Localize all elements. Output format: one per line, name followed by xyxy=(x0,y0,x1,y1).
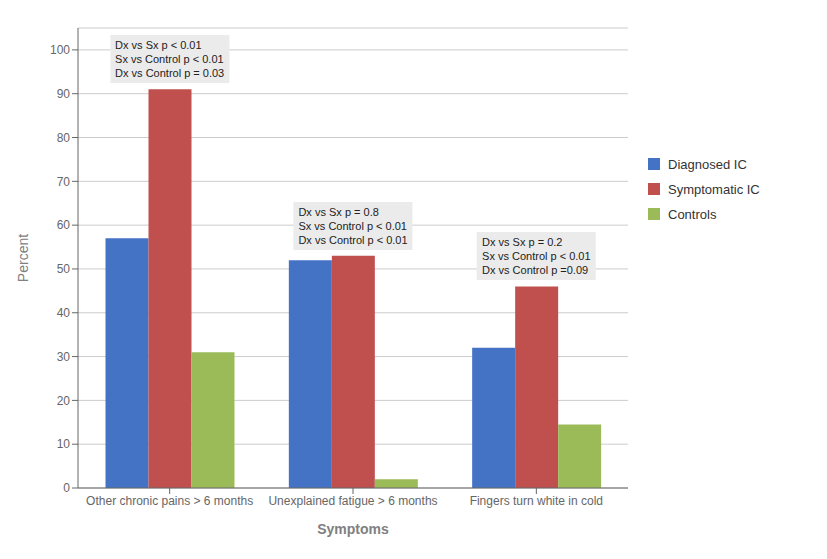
svg-text:20: 20 xyxy=(57,394,71,408)
svg-text:40: 40 xyxy=(57,306,71,320)
svg-text:Fingers turn white in cold: Fingers turn white in cold xyxy=(470,494,603,508)
html-text:Dx vs Sx p = 0.8 Sx vs Control: Dx vs Sx p = 0.8 Sx vs Control p < 0.01 … xyxy=(298,205,408,246)
svg-text:90: 90 xyxy=(57,87,71,101)
html-text:Symptomatic IC: Symptomatic IC xyxy=(668,181,760,197)
svg-text:Percent: Percent xyxy=(15,234,31,282)
svg-text:Symptoms: Symptoms xyxy=(317,521,389,537)
html-text:Diagnosed IC: Diagnosed IC xyxy=(668,156,747,172)
html-text:Dx vs Sx p < 0.01 Sx vs Contro: Dx vs Sx p < 0.01 Sx vs Control p < 0.01… xyxy=(115,39,225,80)
svg-text:Other chronic pains > 6 months: Other chronic pains > 6 months xyxy=(86,494,253,508)
html-text:Dx vs Sx p = 0.2 Sx vs Control: Dx vs Sx p = 0.2 Sx vs Control p < 0.01 … xyxy=(482,236,591,277)
html-text:Controls: Controls xyxy=(668,206,717,222)
svg-text:Unexplained fatigue > 6 months: Unexplained fatigue > 6 months xyxy=(268,494,437,508)
svg-text:70: 70 xyxy=(57,175,71,189)
svg-text:80: 80 xyxy=(57,131,71,145)
svg-text:30: 30 xyxy=(57,350,71,364)
svg-text:10: 10 xyxy=(57,437,71,451)
svg-text:100: 100 xyxy=(50,43,70,57)
svg-text:0: 0 xyxy=(63,481,70,495)
svg-text:60: 60 xyxy=(57,218,71,232)
svg-text:50: 50 xyxy=(57,262,71,276)
